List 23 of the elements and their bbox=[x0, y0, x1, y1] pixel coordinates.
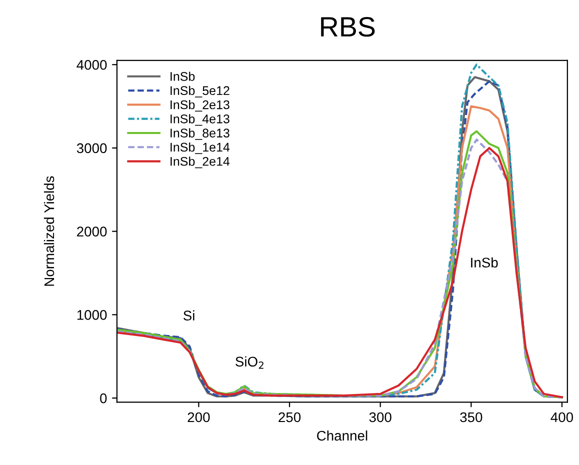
legend-label: InSb_5e12 bbox=[170, 86, 230, 98]
x-tick-label: 200 bbox=[188, 412, 210, 422]
x-tick-label: 350 bbox=[460, 412, 482, 422]
y-axis-title: Normalized Yields bbox=[44, 176, 54, 286]
y-tick-label: 2000 bbox=[77, 226, 107, 237]
chart-title: RBS bbox=[321, 17, 375, 37]
legend-label: InSb_1e14 bbox=[170, 142, 230, 154]
annotation: Si bbox=[183, 310, 194, 321]
legend-label: InSb_2e13 bbox=[170, 100, 230, 112]
legend-label: InSb bbox=[170, 72, 195, 81]
x-axis-title: Channel bbox=[317, 430, 368, 441]
x-tick-label: 300 bbox=[369, 412, 392, 422]
legend-label: InSb_4e13 bbox=[170, 114, 230, 126]
x-tick-label: 250 bbox=[278, 412, 301, 422]
legend-label: InSb_2e14 bbox=[170, 156, 230, 168]
y-tick-label: 4000 bbox=[76, 60, 107, 70]
y-tick-label: 3000 bbox=[76, 143, 107, 154]
x-tick-label: 400 bbox=[550, 412, 574, 422]
y-tick-label: 1000 bbox=[77, 310, 107, 320]
y-tick-label: 0 bbox=[100, 393, 107, 404]
annotation: InSb bbox=[471, 257, 498, 268]
legend-label: InSb_8e13 bbox=[170, 128, 230, 140]
annotation: SiO$_{2}$ bbox=[236, 356, 264, 369]
